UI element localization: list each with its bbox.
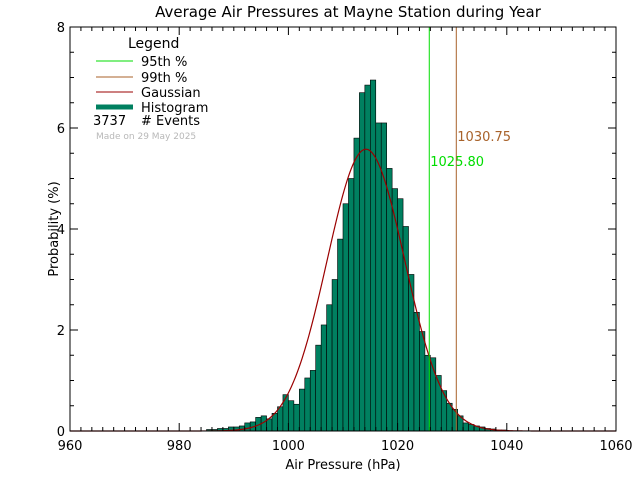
- percentile-label-95th: 1025.80: [430, 155, 484, 170]
- histogram-bar: [386, 168, 393, 432]
- y-tick-label: 8: [57, 21, 65, 36]
- histogram-bars: [206, 79, 508, 432]
- histogram-bar: [309, 370, 316, 432]
- histogram-bar: [288, 400, 295, 432]
- x-axis-label: Air Pressure (hPa): [285, 458, 400, 473]
- histogram-bar: [353, 137, 360, 432]
- y-tick-label: 0: [57, 425, 65, 440]
- histogram-bar: [337, 238, 344, 432]
- histogram-bar: [320, 324, 327, 432]
- histogram-bar: [266, 418, 273, 432]
- histogram-bar: [380, 122, 387, 432]
- histogram-bar: [293, 403, 300, 432]
- y-tick-label: 2: [57, 324, 65, 339]
- y-tick-label: 4: [57, 223, 65, 238]
- histogram-bar: [299, 388, 306, 432]
- legend-title: Legend: [128, 36, 179, 52]
- events-label: # Events: [141, 114, 200, 129]
- histogram-bar: [359, 92, 366, 432]
- histogram-bar: [326, 304, 333, 432]
- histogram-bar: [331, 279, 338, 432]
- x-tick-label: 1040: [490, 439, 523, 454]
- histogram-bar: [419, 331, 426, 432]
- histogram-bar: [315, 344, 322, 432]
- percentile-lines: 1025.80 1030.75: [428, 27, 511, 431]
- made-on-note: Made on 29 May 2025: [96, 132, 196, 142]
- legend-label-95th: 95th %: [141, 55, 187, 70]
- x-tick-label: 1060: [599, 439, 632, 454]
- x-tick-label: 980: [167, 439, 192, 454]
- histogram-bar: [348, 178, 355, 432]
- histogram-bar: [446, 402, 453, 432]
- chart-title: Average Air Pressures at Mayne Station d…: [155, 3, 542, 21]
- histogram-bar: [413, 312, 420, 432]
- histogram-bar: [364, 84, 371, 432]
- x-tick-label: 1000: [272, 439, 305, 454]
- legend-label-gaussian: Gaussian: [141, 86, 201, 101]
- legend-label-histogram: Histogram: [141, 101, 208, 116]
- x-tick-label: 1020: [381, 439, 414, 454]
- legend: Legend 95th % 99th % Gaussian Histogram …: [93, 36, 208, 142]
- histogram-bar: [369, 79, 377, 432]
- histogram-bar: [244, 422, 251, 432]
- y-axis-label: Probability (%): [47, 181, 62, 276]
- events-count: 3737: [93, 114, 126, 129]
- histogram-bar: [304, 377, 311, 432]
- x-tick-label: 960: [58, 439, 83, 454]
- histogram-bar: [435, 375, 442, 432]
- y-tick-label: 6: [57, 122, 65, 137]
- percentile-label-99th: 1030.75: [457, 130, 511, 145]
- legend-label-99th: 99th %: [141, 71, 187, 86]
- histogram-bar: [277, 406, 284, 432]
- axes: 960 980 1000 1020 1040 1060 0 2 4 6 8: [57, 21, 633, 454]
- histogram-bar: [462, 422, 469, 432]
- histogram-bar: [342, 203, 349, 432]
